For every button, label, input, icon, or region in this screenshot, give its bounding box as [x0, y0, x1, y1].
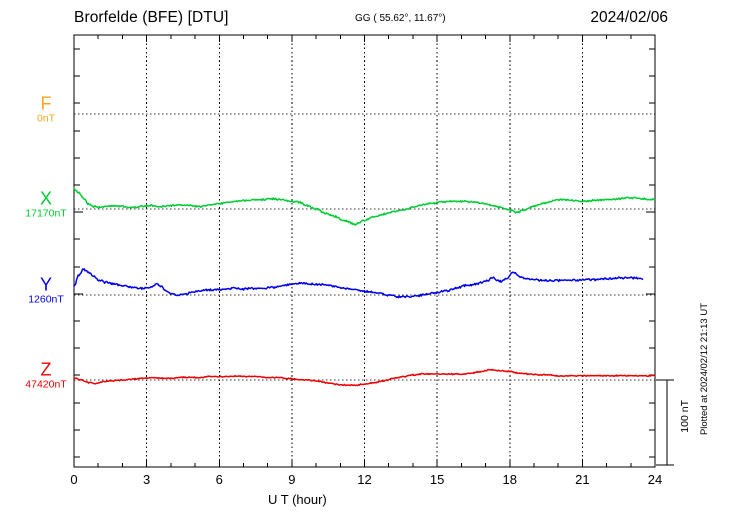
- component-baseline-value: 17170nT: [25, 207, 67, 220]
- x-tick-label: 12: [357, 472, 372, 487]
- plot-frame: [73, 34, 656, 468]
- station-title: Brorfelde (BFE) [DTU]: [74, 9, 229, 26]
- observation-date: 2024/02/06: [590, 9, 668, 26]
- geographic-coordinates: GG ( 55.62°, 11.67°): [355, 13, 446, 24]
- x-tick-label: 24: [647, 472, 663, 487]
- component-label-z: Z 47420nT: [25, 361, 66, 392]
- x-axis-title: U T (hour): [268, 492, 327, 507]
- component-baseline-value: 0nT: [36, 112, 56, 125]
- x-tick-label: 3: [143, 472, 151, 487]
- plotted-timestamp: Plotted at 2024/02/12 21:13 UT: [699, 303, 710, 436]
- axis-ticks: [73, 35, 656, 467]
- component-label-y: Y 1260nT: [28, 276, 64, 307]
- x-tick-label: 6: [215, 472, 223, 487]
- x-tick-label: 21: [575, 472, 590, 487]
- x-tick-label: 18: [502, 472, 517, 487]
- component-label-x: X 17170nT: [25, 190, 66, 221]
- component-symbol: F: [40, 93, 52, 114]
- scale-bar: [656, 379, 674, 466]
- x-tick-label: 9: [288, 472, 296, 487]
- trace-layer: [73, 187, 656, 387]
- component-symbol: X: [39, 188, 53, 209]
- component-symbol: Z: [40, 359, 52, 380]
- grid-layer: [74, 35, 655, 467]
- component-baseline-value: 47420nT: [25, 378, 67, 391]
- x-tick-label: 0: [70, 472, 78, 487]
- component-symbol: Y: [39, 274, 52, 295]
- component-baseline-value: 1260nT: [28, 293, 64, 306]
- scale-bar-label: 100 nT: [679, 400, 691, 433]
- x-tick-label: 15: [429, 472, 445, 487]
- component-label-f: F 0nT: [37, 95, 55, 126]
